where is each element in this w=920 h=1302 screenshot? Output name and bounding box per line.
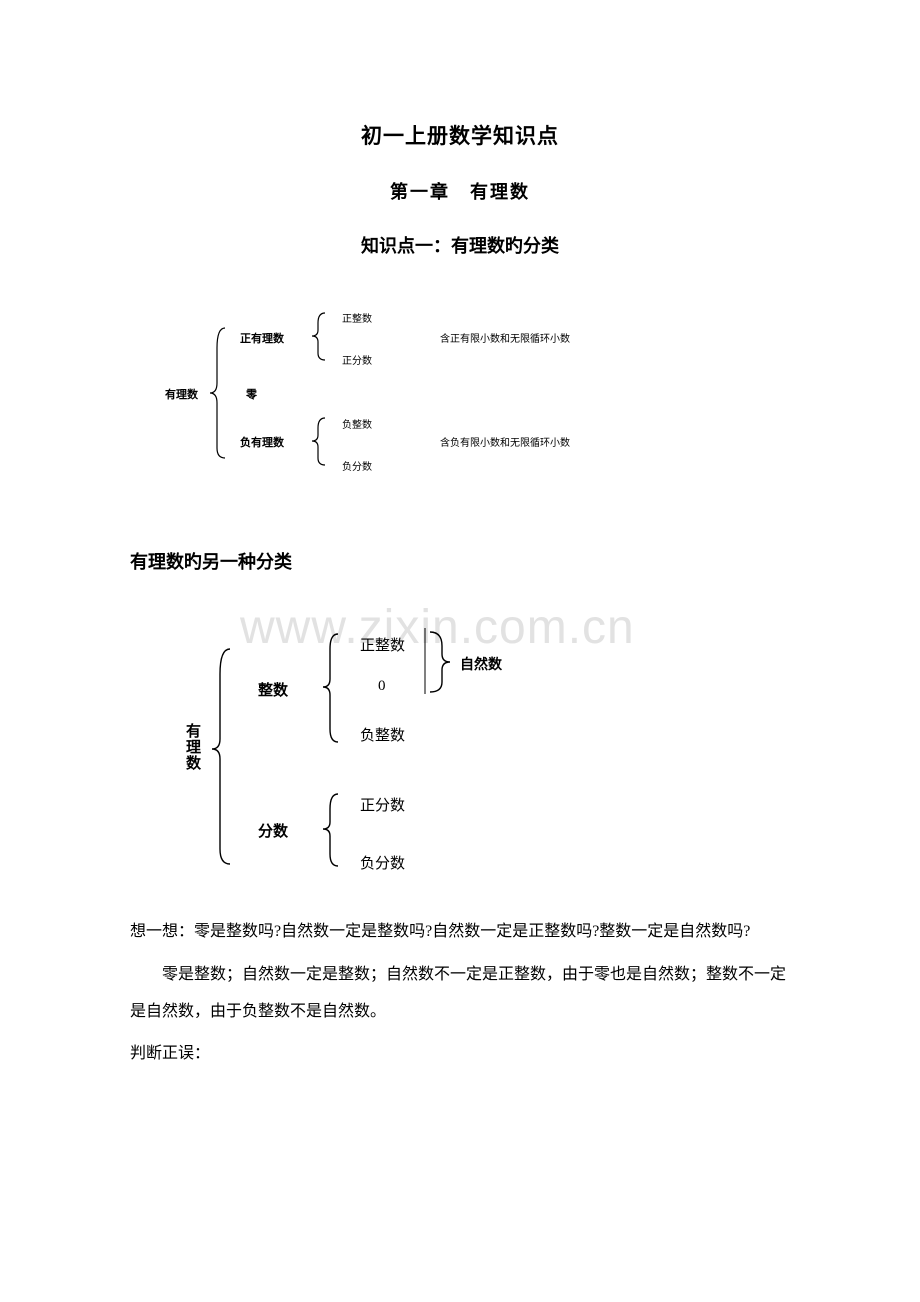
main-title: 初一上册数学知识点 — [130, 120, 790, 150]
d2-root: 有理数 — [186, 724, 202, 772]
classification-diagram-1: 有理数 正有理数 零 负有理数 正整数 正分数 负整数 负分数 含正有限小数和无… — [130, 298, 790, 498]
subtitle-alt-classification: 有理数旳另一种分类 — [130, 548, 790, 574]
chapter-title: 第一章 有理数 — [130, 178, 790, 204]
paragraph-2: 零是整数；自然数一定是整数；自然数不一定是正整数，由于零也是自然数；整数不一定是… — [130, 957, 790, 1031]
d1-zero: 零 — [246, 386, 257, 402]
d1-neg-rational: 负有理数 — [240, 434, 284, 450]
d1-pos-frac: 正分数 — [342, 352, 372, 367]
d2-natural: 自然数 — [460, 654, 502, 674]
d2-fractions: 分数 — [258, 820, 288, 841]
classification-diagram-2: 有理数 整数 分数 正整数 0 负整数 正分数 负分数 自然数 — [130, 594, 790, 894]
d2-integers: 整数 — [258, 679, 288, 700]
paragraph-1: 想一想：零是整数吗?自然数一定是整数吗?自然数一定是正整数吗?整数一定是自然数吗… — [130, 914, 790, 951]
d2-neg-frac: 负分数 — [360, 852, 405, 873]
d1-pos-int: 正整数 — [342, 310, 372, 325]
diagram2-svg — [130, 594, 790, 894]
paragraph-3: 判断正误： — [130, 1036, 790, 1073]
d2-zero: 0 — [378, 678, 386, 695]
d2-pos-frac: 正分数 — [360, 794, 405, 815]
d1-neg-int: 负整数 — [342, 416, 372, 431]
d1-note-neg: 含负有限小数和无限循环小数 — [440, 434, 570, 449]
d2-pos-int: 正整数 — [360, 634, 405, 655]
diagram1-svg — [130, 298, 790, 498]
d1-root: 有理数 — [165, 386, 198, 402]
d1-note-pos: 含正有限小数和无限循环小数 — [440, 330, 570, 345]
d2-neg-int: 负整数 — [360, 724, 405, 745]
d1-pos-rational: 正有理数 — [240, 330, 284, 346]
section-title: 知识点一：有理数旳分类 — [130, 232, 790, 258]
document-page: 初一上册数学知识点 第一章 有理数 知识点一：有理数旳分类 有理数 正有理数 零… — [0, 0, 920, 1073]
d1-neg-frac: 负分数 — [342, 458, 372, 473]
